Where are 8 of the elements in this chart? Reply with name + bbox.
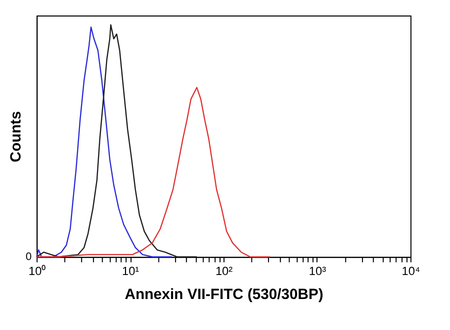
x-axis-title: Annexin VII-FITC (530/30BP) <box>124 286 324 303</box>
text: 0 <box>26 250 32 263</box>
x-tick-label: 10⁴ <box>402 264 420 278</box>
x-tick-label: 10² <box>215 264 233 278</box>
x-tick-label: 10⁰ <box>28 264 46 278</box>
x-tick-label: 10³ <box>308 264 326 278</box>
y-axis-title: Counts <box>8 111 24 162</box>
x-tick-label: 10¹ <box>122 264 140 278</box>
